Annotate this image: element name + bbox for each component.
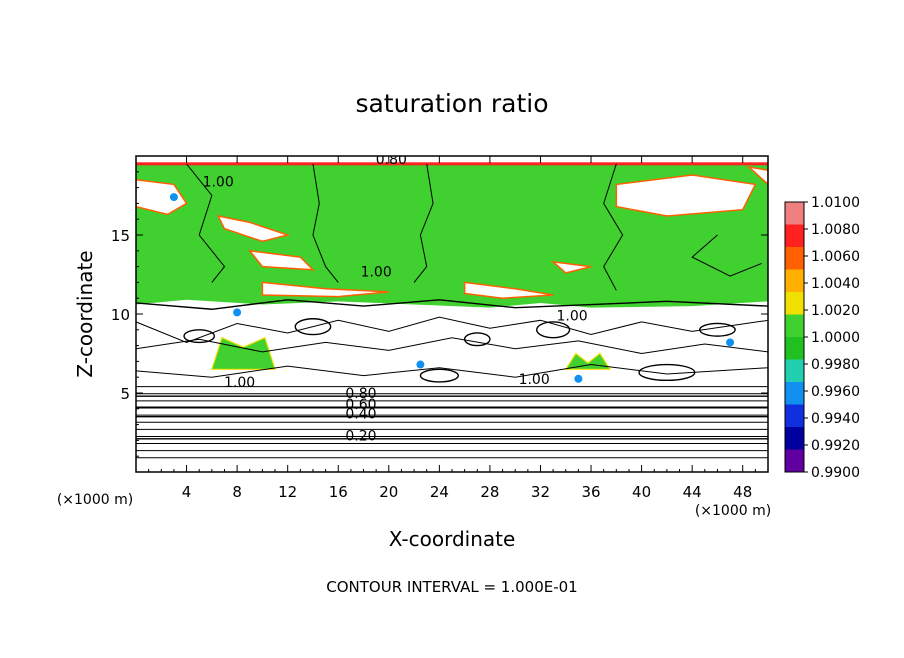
contour-line-1.00 [136, 299, 768, 310]
y-tick-label: 15 [111, 227, 130, 245]
saturation-field [136, 162, 768, 383]
x-tick-label: 36 [581, 483, 600, 501]
contour-label: 1.00 [224, 375, 255, 391]
contour-label: 1.00 [519, 372, 550, 388]
colorbar-tick-label: 1.0100 [811, 195, 860, 211]
contour-line [136, 364, 768, 378]
colorbar-tick-label: 0.9980 [811, 357, 860, 373]
closed-contour [535, 321, 571, 339]
contour-line [186, 163, 226, 283]
contour-interval-note: CONTOUR INTERVAL = 1.000E-01 [326, 578, 577, 596]
colorbar-segment [785, 314, 804, 338]
contour-labels: 0.200.400.600.801.00 1.001.001.001.000.80 [203, 152, 588, 445]
closed-contour [419, 368, 460, 383]
contour-label: 0.60 [345, 397, 376, 413]
colorbar-segment [785, 337, 804, 360]
y-tick-label: 10 [111, 306, 130, 324]
contour-label: 1.00 [203, 174, 234, 190]
contour-line [413, 163, 434, 283]
colorbar-segment [785, 382, 804, 405]
colorbar-tick-label: 1.0060 [811, 249, 860, 265]
colorbar-segment [785, 404, 804, 428]
cloud-pocket [615, 174, 757, 217]
y-axis-unit: (×1000 m) [57, 492, 133, 508]
colorbar-tick-label: 0.9900 [811, 465, 860, 481]
colorbar: 1.0100 1.0080 1.0060 1.0040 1.0020 1.0000 0.99… [784, 195, 860, 481]
contour-line [312, 163, 339, 283]
contour-line [136, 337, 768, 355]
colorbar-tick-label: 1.0000 [811, 330, 860, 346]
contour-line [603, 163, 624, 291]
contour-label: 0.80 [345, 386, 376, 402]
subsaturated-spot [726, 338, 735, 347]
colorbar-segment [785, 427, 804, 450]
closed-contour [699, 322, 736, 337]
cloud-pocket [248, 249, 315, 271]
plot-area: 0.200.400.600.801.00 1.001.001.001.000.80 [136, 152, 768, 472]
contour-label: 0.20 [345, 429, 376, 445]
cloud-pocket [216, 215, 291, 243]
y-tick-label: 5 [120, 385, 130, 403]
subsaturated-spot [233, 308, 242, 317]
x-tick-label: 4 [182, 483, 192, 501]
x-tick-label: 16 [329, 483, 348, 501]
contour-label: 1.00 [361, 264, 392, 280]
colorbar-tick-label: 0.9940 [811, 411, 860, 427]
chart-title: saturation ratio [355, 89, 548, 118]
colorbar-tick-label: 1.0040 [811, 276, 860, 292]
x-tick-label: 44 [683, 483, 702, 501]
x-tick-label: 8 [232, 483, 242, 501]
cloud-pocket [463, 281, 554, 299]
colorbar-tick-label: 0.9920 [811, 438, 860, 454]
closed-contour [294, 318, 332, 336]
contour-lines [136, 163, 768, 459]
x-tick-label: 40 [632, 483, 651, 501]
moist-layer-fill [136, 163, 768, 308]
subsaturated-spot [574, 374, 583, 383]
colorbar-tick-label: 0.9960 [811, 384, 860, 400]
x-axis-label: X-coordinate [389, 527, 516, 551]
x-tick-label: 12 [278, 483, 297, 501]
colorbar-segment [785, 449, 804, 473]
colorbar-tick-label: 1.0020 [811, 303, 860, 319]
x-axis-unit: (×1000 m) [695, 503, 771, 519]
contour-line [691, 234, 762, 277]
cloud-pocket [746, 165, 768, 186]
contour-label: 0.40 [345, 407, 376, 423]
x-tick-label: 20 [379, 483, 398, 501]
colorbar-tick-label: 1.0080 [811, 222, 860, 238]
closed-contour [463, 332, 491, 347]
x-tick-label: 24 [430, 483, 449, 501]
cloud-pocket [261, 281, 389, 298]
subsaturated-spot [169, 193, 178, 202]
contour-label: 0.80 [376, 152, 407, 168]
x-tick-label: 32 [531, 483, 550, 501]
x-tick-label: 48 [733, 483, 752, 501]
contour-line [136, 316, 768, 343]
top-rim [136, 162, 768, 166]
x-axis: 4 8 12 16 20 24 28 32 36 40 44 48 [148, 156, 756, 501]
colorbar-segment [785, 247, 804, 270]
colorbar-segment [785, 202, 804, 225]
y-axis-label: Z-coordinate [73, 250, 97, 377]
colorbar-segment [785, 224, 804, 248]
contour-label: 1.00 [556, 309, 587, 325]
colorbar-segment [785, 269, 804, 293]
cloud-pocket [136, 178, 188, 216]
x-tick-label: 28 [480, 483, 499, 501]
closed-contour [183, 329, 216, 344]
colorbar-segment [785, 359, 804, 383]
y-axis: 5 10 15 [111, 171, 768, 457]
cloud-pocket [550, 260, 592, 274]
colorbar-segment [785, 292, 804, 315]
closed-contour [638, 363, 696, 382]
subsaturated-spot [416, 360, 425, 369]
